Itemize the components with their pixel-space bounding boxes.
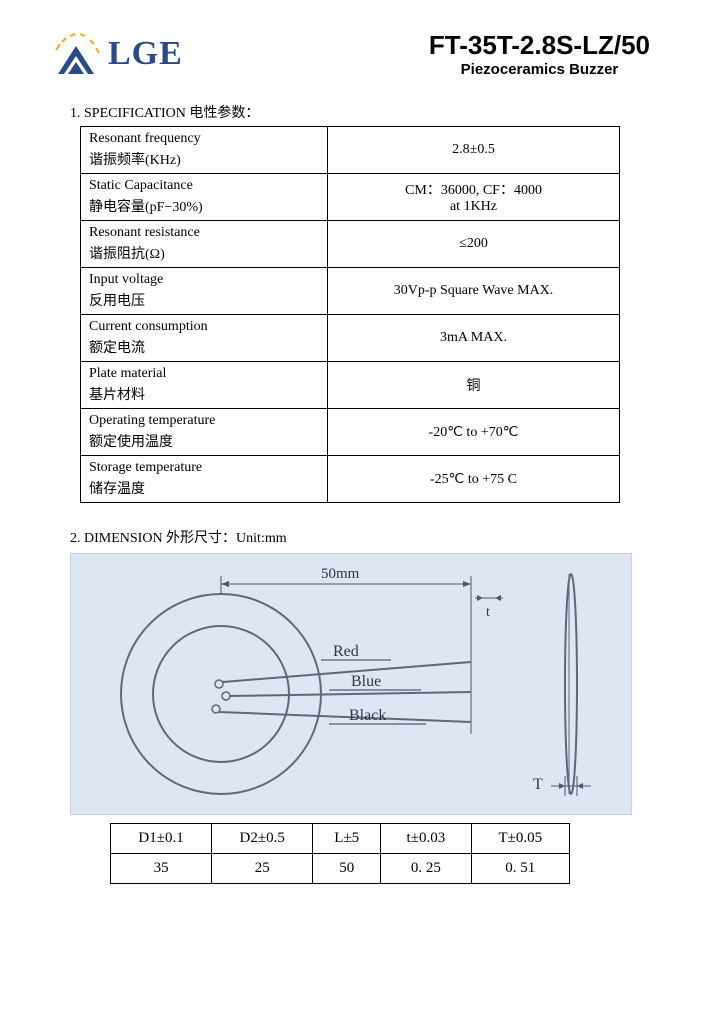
dim-header: D2±0.5: [212, 824, 313, 854]
section2-title: 2. DIMENSION 外形尺寸：Unit:mm: [70, 527, 670, 547]
spec-label: Resonant resistance谐振阻抗(Ω): [81, 221, 328, 268]
part-number: FT-35T-2.8S-LZ/50: [429, 30, 650, 61]
wire-black-label: Black: [349, 707, 386, 724]
dim-header: L±5: [313, 824, 381, 854]
logo-text: LGE: [108, 35, 183, 73]
spec-label: Plate material基片材料: [81, 362, 328, 409]
spec-value: -20℃ to +70℃: [328, 409, 620, 456]
spec-table: Resonant frequency谐振频率(KHz)2.8±0.5Static…: [80, 126, 620, 503]
header: LGE FT-35T-2.8S-LZ/50 Piezoceramics Buzz…: [50, 30, 670, 78]
spec-value: 2.8±0.5: [328, 127, 620, 174]
logo-icon: [50, 30, 102, 78]
dim-header: D1±0.1: [111, 824, 212, 854]
subtitle: Piezoceramics Buzzer: [429, 61, 650, 78]
dim-header: t±0.03: [381, 824, 471, 854]
wire-red-label: Red: [333, 643, 359, 660]
spec-label: Static Capacitance静电容量(pF−30%): [81, 174, 328, 221]
dimension-diagram: 50mm Red Blue Black t T: [70, 553, 632, 815]
dim-value: 25: [212, 854, 313, 884]
dim-header: T±0.05: [471, 824, 569, 854]
spec-value: 30Vp-p Square Wave MAX.: [328, 268, 620, 315]
spec-value: -25℃ to +75 C: [328, 456, 620, 503]
dim-value: 35: [111, 854, 212, 884]
section1-title: 1. SPECIFICATION 电性参数：: [70, 102, 670, 122]
spec-label: Current consumption额定电流: [81, 315, 328, 362]
spec-label: Storage temperature储存温度: [81, 456, 328, 503]
dim-value: 50: [313, 854, 381, 884]
spec-value: ≤200: [328, 221, 620, 268]
dim-50mm-label: 50mm: [321, 566, 360, 582]
spec-value: 3mA MAX.: [328, 315, 620, 362]
t-label: t: [486, 605, 490, 620]
spec-label: Operating temperature额定使用温度: [81, 409, 328, 456]
spec-label: Resonant frequency谐振频率(KHz): [81, 127, 328, 174]
dim-value: 0. 25: [381, 854, 471, 884]
wire-blue-label: Blue: [351, 673, 381, 690]
spec-label: Input voltage反用电压: [81, 268, 328, 315]
spec-value: CM：36000, CF：4000at 1KHz: [328, 174, 620, 221]
logo: LGE: [50, 30, 183, 78]
dimension-table: D1±0.1D2±0.5L±5t±0.03T±0.05 3525500. 250…: [110, 823, 570, 884]
T-label: T: [533, 776, 543, 793]
dim-value: 0. 51: [471, 854, 569, 884]
title-block: FT-35T-2.8S-LZ/50 Piezoceramics Buzzer: [429, 30, 650, 78]
spec-value: 铜: [328, 362, 620, 409]
